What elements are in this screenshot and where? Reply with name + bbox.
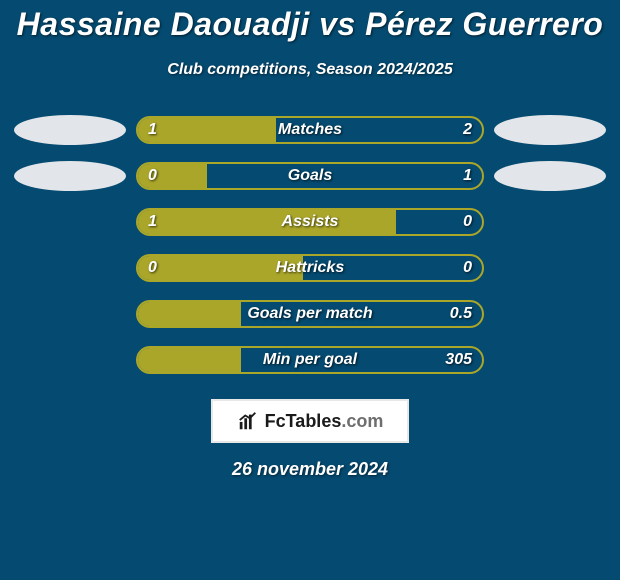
stat-row: 00Hattricks bbox=[0, 245, 620, 291]
date-label: 26 november 2024 bbox=[0, 459, 620, 480]
stat-bar: 00Hattricks bbox=[136, 254, 484, 282]
stat-row: 10Assists bbox=[0, 199, 620, 245]
chart-icon bbox=[237, 410, 259, 432]
player-left-ellipse bbox=[14, 115, 126, 145]
brand-name: FcTables bbox=[265, 411, 342, 431]
stat-label: Min per goal bbox=[138, 348, 482, 372]
stat-row: 0.5Goals per match bbox=[0, 291, 620, 337]
player-right-ellipse bbox=[494, 161, 606, 191]
stat-row: 12Matches bbox=[0, 107, 620, 153]
stat-bar: 12Matches bbox=[136, 116, 484, 144]
player-left-ellipse bbox=[14, 161, 126, 191]
stat-bar: 305Min per goal bbox=[136, 346, 484, 374]
player-right-ellipse bbox=[494, 115, 606, 145]
brand-text: FcTables.com bbox=[265, 411, 384, 432]
brand-suffix: .com bbox=[341, 411, 383, 431]
brand-badge[interactable]: FcTables.com bbox=[211, 399, 409, 443]
stat-bar: 10Assists bbox=[136, 208, 484, 236]
stat-label: Goals bbox=[138, 164, 482, 188]
page-title: Hassaine Daouadji vs Pérez Guerrero bbox=[0, 6, 620, 43]
stat-row: 01Goals bbox=[0, 153, 620, 199]
stat-row: 305Min per goal bbox=[0, 337, 620, 383]
stat-bar: 01Goals bbox=[136, 162, 484, 190]
stat-bar: 0.5Goals per match bbox=[136, 300, 484, 328]
stat-label: Matches bbox=[138, 118, 482, 142]
stat-label: Hattricks bbox=[138, 256, 482, 280]
stat-rows: 12Matches 01Goals 10Assists 00Hattricks 0.5G… bbox=[0, 107, 620, 383]
stat-label: Assists bbox=[138, 210, 482, 234]
stat-label: Goals per match bbox=[138, 302, 482, 326]
comparison-widget: Hassaine Daouadji vs Pérez Guerrero Club… bbox=[0, 0, 620, 480]
subtitle: Club competitions, Season 2024/2025 bbox=[0, 61, 620, 79]
